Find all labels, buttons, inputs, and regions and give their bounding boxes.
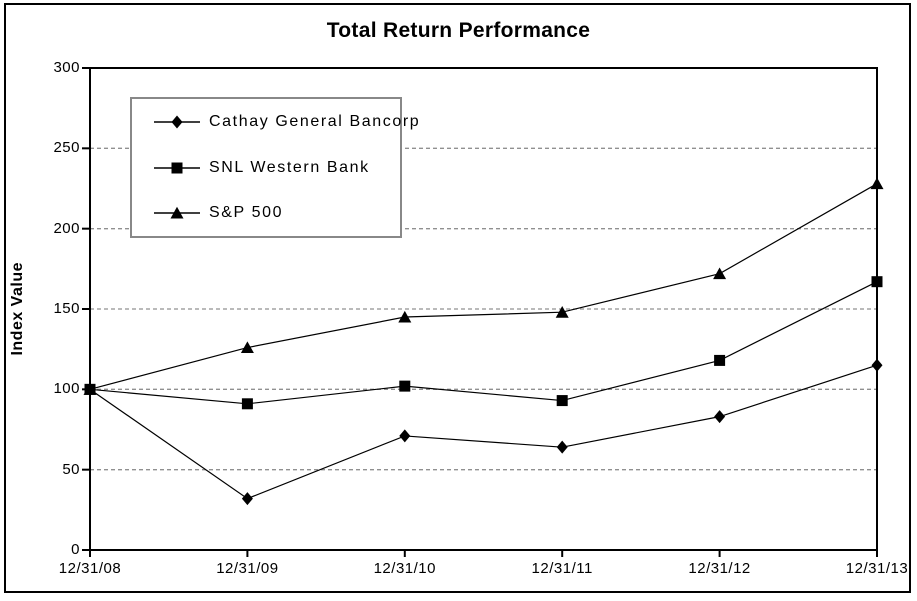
legend-label: SNL Western Bank bbox=[209, 158, 370, 176]
x-tick-label: 12/31/11 bbox=[531, 560, 593, 577]
y-tick-label: 50 bbox=[62, 460, 80, 478]
legend-label: Cathay General Bancorp bbox=[209, 112, 421, 130]
y-axis-title: Index Value bbox=[9, 262, 26, 356]
square-marker-icon bbox=[154, 161, 200, 175]
y-tick-label: 0 bbox=[71, 541, 80, 558]
x-tick-label: 12/31/13 bbox=[845, 560, 909, 577]
x-tick-label: 12/31/10 bbox=[373, 560, 436, 577]
diamond-marker-icon bbox=[154, 115, 200, 129]
legend-item-sp-500: S&P 500 bbox=[154, 190, 400, 236]
y-tick-label: 200 bbox=[53, 219, 80, 237]
x-tick-label: 12/31/09 bbox=[216, 560, 279, 577]
triangle-marker-icon bbox=[154, 206, 200, 220]
y-tick-label: 100 bbox=[53, 380, 80, 398]
y-tick-label: 250 bbox=[53, 139, 80, 157]
legend-label: S&P 500 bbox=[209, 204, 284, 222]
legend-item-cathay-general-bancorp: Cathay General Bancorp bbox=[154, 99, 419, 145]
chart-title: Total Return Performance bbox=[326, 19, 591, 42]
legend: Cathay General Bancorp SNL Western Bank … bbox=[130, 97, 419, 238]
y-tick-label: 150 bbox=[53, 300, 80, 317]
legend-item-snl-western-bank: SNL Western Bank bbox=[154, 145, 400, 191]
x-tick-label: 12/31/12 bbox=[688, 560, 751, 577]
x-tick-label: 12/31/08 bbox=[58, 560, 122, 577]
y-tick-label: 300 bbox=[53, 59, 80, 76]
